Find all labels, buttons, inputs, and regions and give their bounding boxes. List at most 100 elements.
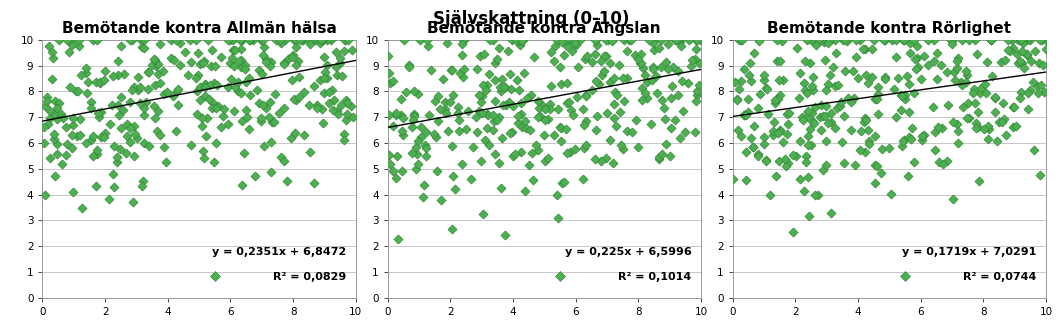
Point (926, 37, 943, 42)
Point (1035, 89, 1052, 95)
Point (900, 174, 917, 179)
Point (130, 87, 147, 92)
Point (615, 146, 632, 152)
Point (321, 90, 338, 95)
Point (634, 65, 651, 71)
Point (793, 115, 810, 120)
Point (817, 87, 834, 93)
Point (594, 72, 611, 77)
Point (444, 174, 461, 179)
Point (802, 37, 819, 42)
Point (436, 107, 453, 112)
Point (1030, 60, 1047, 65)
Point (83, 137, 100, 142)
Point (979, 136, 996, 141)
Point (746, 123, 763, 129)
Point (271, 110, 288, 116)
Point (994, 100, 1011, 106)
Point (584, 59, 601, 64)
Point (523, 92, 539, 98)
Point (618, 48, 635, 54)
Point (328, 108, 345, 114)
Point (312, 77, 329, 83)
Point (822, 119, 839, 125)
Point (810, 193, 827, 198)
Point (305, 37, 322, 42)
Point (238, 79, 255, 85)
Point (489, 56, 506, 61)
Point (119, 133, 136, 139)
Point (430, 93, 447, 98)
Point (930, 160, 947, 165)
Point (337, 37, 354, 42)
Point (241, 93, 258, 98)
Point (417, 129, 434, 135)
Point (276, 60, 293, 66)
Point (486, 152, 503, 157)
Point (494, 135, 511, 141)
Point (141, 144, 158, 149)
Point (999, 37, 1016, 42)
Point (469, 66, 486, 71)
Point (290, 95, 307, 100)
Point (315, 75, 332, 81)
Point (724, 176, 741, 182)
Point (229, 88, 246, 93)
Point (965, 86, 982, 91)
Point (682, 64, 699, 69)
Point (61, 37, 78, 42)
Point (331, 60, 348, 66)
Point (479, 125, 496, 131)
Point (645, 64, 662, 69)
Point (776, 156, 793, 161)
Point (268, 37, 285, 42)
Point (58, 142, 75, 147)
Point (96, 134, 113, 139)
Point (657, 59, 674, 64)
Point (530, 98, 547, 104)
Point (948, 66, 965, 71)
Point (820, 41, 837, 46)
Point (660, 41, 676, 46)
Point (159, 89, 176, 94)
Point (194, 61, 211, 66)
Point (256, 143, 273, 148)
Point (855, 46, 872, 52)
Point (182, 37, 199, 42)
Point (857, 150, 874, 155)
Point (475, 212, 492, 217)
Point (645, 67, 662, 72)
Point (442, 99, 459, 105)
Point (683, 57, 700, 62)
Point (935, 162, 952, 167)
Point (521, 128, 538, 133)
Point (319, 62, 336, 68)
Point (203, 47, 220, 52)
Point (262, 140, 279, 145)
Point (88, 148, 105, 153)
Point (138, 99, 155, 105)
Point (204, 105, 221, 111)
Point (929, 76, 946, 81)
Point (650, 154, 667, 159)
Point (210, 103, 227, 108)
Point (496, 233, 513, 238)
Point (605, 116, 622, 121)
Point (867, 163, 884, 168)
Point (653, 98, 670, 103)
Point (444, 143, 461, 149)
Point (837, 69, 854, 74)
Point (233, 90, 250, 96)
Point (971, 178, 988, 183)
Point (309, 105, 326, 111)
Point (409, 138, 426, 143)
Point (84, 153, 101, 159)
Point (195, 156, 212, 161)
Point (960, 101, 977, 106)
Point (508, 37, 525, 42)
Point (194, 148, 211, 153)
Point (215, 114, 232, 119)
Text: Självskattning (0-10): Självskattning (0-10) (433, 10, 629, 28)
Point (575, 177, 592, 182)
Point (232, 37, 249, 42)
